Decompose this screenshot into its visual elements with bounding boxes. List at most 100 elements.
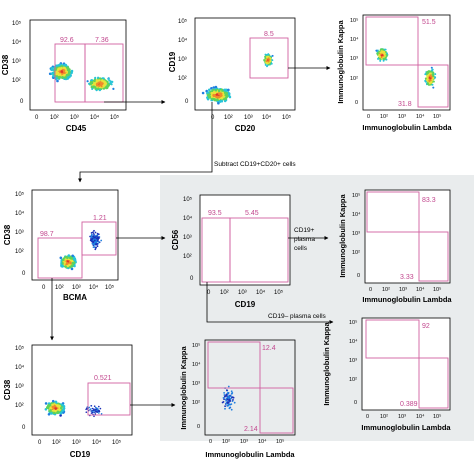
density-dot [102, 80, 105, 83]
density-dot [50, 68, 53, 72]
density-dot [267, 53, 270, 56]
density-dot [94, 411, 96, 413]
density-dot [380, 56, 383, 59]
density-dot [227, 395, 230, 397]
density-dot [109, 82, 112, 85]
tick-label: 10⁵ [192, 342, 200, 349]
density-dot [206, 91, 210, 94]
density-dot [57, 405, 60, 408]
gate-label: 92.6 [60, 37, 74, 44]
tick-label: 10² [380, 114, 388, 120]
tick-label: 10⁴ [15, 364, 25, 371]
density-dot [430, 70, 433, 73]
density-dot [229, 397, 232, 400]
tick-label: 10⁵ [112, 439, 122, 446]
tick-label: 10³ [183, 235, 192, 241]
tick-label: 10³ [192, 381, 200, 387]
gate-label: 8.5 [264, 31, 274, 38]
density-dot [91, 87, 94, 90]
gate-label: 3.33 [400, 274, 414, 281]
density-dot [210, 87, 213, 90]
density-dot [381, 54, 384, 57]
y-axis-title: CD38 [1, 54, 10, 75]
density-dot [97, 237, 100, 240]
tick-label: 10³ [178, 57, 187, 63]
tick-label: 10³ [398, 114, 406, 120]
density-dot [223, 392, 226, 394]
density-dot [93, 246, 96, 248]
density-dot [98, 405, 100, 408]
density-dot [98, 410, 101, 413]
density-dot [93, 408, 95, 410]
y-axis-title: Immunoglobulin Kappa [338, 194, 347, 278]
tick-label: 0 [366, 414, 369, 420]
tick-label: 10² [350, 76, 358, 82]
density-dot [90, 408, 92, 410]
density-dot [102, 87, 105, 90]
density-dot [220, 96, 224, 100]
plot-frame [29, 19, 127, 111]
density-dot [381, 51, 384, 54]
density-dot [424, 79, 427, 82]
x-axis-title: CD19 [235, 300, 256, 309]
density-dot [96, 239, 99, 242]
density-dot [432, 80, 435, 83]
density-dot [431, 68, 434, 71]
tick-label: 10² [183, 254, 192, 260]
density-dot [88, 82, 91, 85]
density-dot [225, 94, 228, 97]
density-dot [224, 395, 227, 397]
density-dot [263, 59, 266, 62]
density-dot [228, 399, 231, 402]
density-dot [214, 89, 218, 92]
tick-label: 10³ [15, 230, 24, 236]
density-dot [224, 407, 226, 410]
density-dot [265, 60, 268, 63]
tick-label: 10² [352, 250, 360, 256]
density-dot [217, 89, 221, 93]
density-dot [56, 410, 60, 414]
panel-cd38-bcma: 98.7 1.21 10⁵ 10⁴ 10³ 10² 0 0 10² 10³ 10… [3, 189, 119, 302]
tick-label: 10³ [352, 231, 360, 237]
density-dot [91, 240, 93, 243]
tick-label: 10² [55, 285, 64, 291]
density-dot [375, 49, 378, 52]
tick-label: 10⁴ [12, 39, 22, 46]
density-dot [56, 79, 59, 83]
y-axis-title: Immunoglobulin Kappa [336, 20, 345, 104]
density-dot [103, 81, 106, 84]
density-dot [227, 404, 230, 406]
density-dot [63, 261, 67, 264]
density-dot [91, 407, 94, 410]
density-dot [90, 85, 93, 89]
density-dot [426, 79, 429, 82]
density-dot [95, 241, 97, 244]
density-dot [217, 101, 220, 105]
tick-label: 10² [222, 439, 230, 445]
density-dot [226, 395, 228, 397]
gate-label: 7.36 [95, 37, 109, 44]
gate-label: 31.8 [398, 101, 412, 108]
density-dot [379, 58, 382, 60]
density-dot [93, 415, 95, 418]
density-dot [428, 82, 431, 85]
density-dot [57, 73, 61, 76]
density-dot [225, 398, 227, 401]
density-dot [96, 245, 99, 248]
tick-label: 10² [15, 403, 24, 409]
scatter-dots-layer [44, 48, 437, 418]
density-dot [382, 59, 385, 62]
tick-label: 10³ [399, 287, 407, 293]
gate-label: 12.4 [262, 345, 276, 352]
density-dot [94, 409, 97, 411]
tick-label: 0 [354, 400, 357, 406]
density-dot [70, 257, 73, 260]
density-dot [94, 231, 97, 234]
tick-label: 10⁴ [352, 211, 361, 218]
tick-label: 10³ [70, 115, 79, 121]
density-dot [227, 401, 230, 404]
density-dot [93, 85, 96, 88]
density-dot [105, 87, 108, 90]
density-dot [382, 57, 385, 60]
density-dot [59, 256, 63, 260]
